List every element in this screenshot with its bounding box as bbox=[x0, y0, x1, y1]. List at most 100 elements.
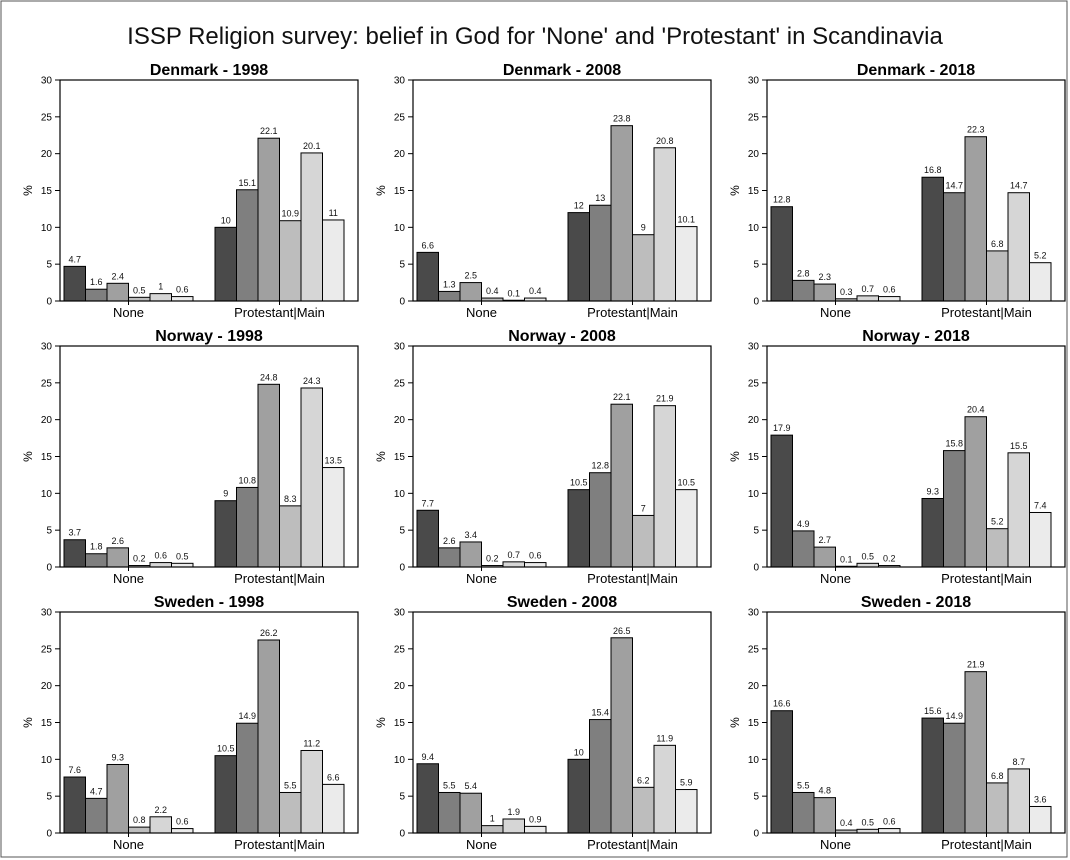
bar bbox=[214, 226, 237, 302]
bar bbox=[589, 204, 612, 302]
panel-title: Sweden - 2008 bbox=[507, 594, 617, 611]
bar bbox=[675, 789, 698, 834]
bar-value-label: 7 bbox=[641, 503, 646, 513]
bar bbox=[943, 450, 966, 568]
y-tick-label: 0 bbox=[399, 297, 405, 308]
bar-value-label: 6.8 bbox=[991, 771, 1004, 781]
bar bbox=[279, 505, 302, 568]
bar bbox=[770, 434, 793, 568]
y-tick-label: 5 bbox=[753, 526, 759, 537]
bar bbox=[236, 486, 259, 568]
bar bbox=[524, 562, 547, 568]
bar-value-label: 4.7 bbox=[68, 254, 81, 264]
bar bbox=[459, 541, 482, 568]
bar-value-label: 0.2 bbox=[133, 554, 146, 564]
panel-title: Denmark - 2018 bbox=[857, 62, 975, 79]
bar-value-label: 11.2 bbox=[303, 738, 320, 748]
bar bbox=[1029, 805, 1052, 834]
bar-value-label: 0.6 bbox=[529, 551, 542, 561]
y-tick-label: 15 bbox=[748, 452, 760, 463]
bar-value-label: 12.8 bbox=[773, 195, 791, 205]
bar bbox=[675, 489, 698, 568]
bar bbox=[149, 293, 172, 302]
y-tick-label: 15 bbox=[394, 186, 406, 197]
y-tick-label: 30 bbox=[748, 342, 760, 353]
bar-value-label: 10.5 bbox=[677, 478, 695, 488]
bar-value-label: 14.7 bbox=[945, 181, 963, 191]
bar-value-label: 0.5 bbox=[176, 551, 189, 561]
y-tick-label: 25 bbox=[748, 112, 760, 123]
bar-value-label: 10.8 bbox=[238, 475, 256, 485]
y-tick-label: 30 bbox=[394, 76, 406, 87]
x-category-label: None bbox=[466, 571, 497, 586]
bar-value-label: 16.8 bbox=[924, 165, 942, 175]
x-category-label: None bbox=[466, 305, 497, 320]
panel-2: Denmark - 2018 0 5 10 15 20 25 30% 12.8 2.8 2.3 0.3… bbox=[728, 62, 1066, 320]
bar bbox=[279, 220, 302, 302]
y-tick-label: 20 bbox=[41, 681, 53, 692]
y-tick-label: 5 bbox=[753, 792, 759, 803]
y-tick-label: 25 bbox=[41, 112, 53, 123]
bar-value-label: 6.8 bbox=[991, 239, 1004, 249]
panel-title: Sweden - 1998 bbox=[154, 594, 264, 611]
bar-value-label: 0.4 bbox=[840, 818, 853, 828]
bar-value-label: 0.2 bbox=[486, 554, 499, 564]
bar bbox=[813, 797, 836, 834]
y-tick-label: 20 bbox=[394, 681, 406, 692]
bar-value-label: 12 bbox=[574, 201, 584, 211]
y-tick-label: 30 bbox=[394, 342, 406, 353]
bar-value-label: 15.5 bbox=[1010, 441, 1028, 451]
bar bbox=[257, 383, 280, 568]
bar bbox=[921, 497, 944, 568]
bar-value-label: 13 bbox=[595, 193, 605, 203]
y-tick-label: 10 bbox=[41, 489, 53, 500]
bar bbox=[1029, 511, 1052, 568]
bar-value-label: 24.3 bbox=[303, 376, 321, 386]
bar-value-label: 7.4 bbox=[1034, 500, 1047, 510]
y-axis-label: % bbox=[374, 717, 388, 728]
bar-value-label: 0.2 bbox=[883, 554, 896, 564]
bar bbox=[257, 137, 280, 302]
bar-value-label: 12.8 bbox=[591, 461, 609, 471]
bar bbox=[85, 553, 108, 568]
bar-value-label: 0.5 bbox=[861, 817, 874, 827]
bar-value-label: 21.9 bbox=[967, 660, 985, 670]
plot-frame bbox=[59, 79, 359, 302]
bar bbox=[438, 791, 461, 834]
bar-value-label: 4.9 bbox=[797, 519, 810, 529]
bar-value-label: 20.4 bbox=[967, 405, 985, 415]
bar bbox=[632, 514, 655, 568]
y-tick-label: 30 bbox=[748, 76, 760, 87]
panel-8: Sweden - 2018 0 5 10 15 20 25 30% 16.6 5.5 4.8 0.4 0… bbox=[728, 594, 1066, 852]
x-category-label: None bbox=[820, 837, 851, 852]
bar bbox=[236, 189, 259, 302]
x-category-label: None bbox=[820, 571, 851, 586]
plot-frame bbox=[766, 345, 1066, 568]
bar-value-label: 6.6 bbox=[327, 772, 340, 782]
y-tick-label: 0 bbox=[399, 829, 405, 840]
bar bbox=[106, 282, 129, 302]
bar-value-label: 11 bbox=[329, 208, 338, 218]
bar bbox=[502, 818, 525, 834]
bar bbox=[921, 717, 944, 834]
plot-frame bbox=[59, 345, 359, 568]
plot-frame bbox=[412, 611, 712, 834]
bar bbox=[300, 749, 323, 834]
bar-value-label: 0.6 bbox=[883, 817, 896, 827]
y-tick-label: 5 bbox=[46, 526, 52, 537]
bar bbox=[85, 288, 108, 302]
y-tick-label: 10 bbox=[394, 223, 406, 234]
bar-value-label: 3.4 bbox=[464, 530, 477, 540]
y-tick-label: 0 bbox=[753, 563, 759, 574]
bar bbox=[63, 776, 86, 834]
y-tick-label: 30 bbox=[41, 342, 53, 353]
y-tick-label: 5 bbox=[46, 792, 52, 803]
bar-value-label: 0.8 bbox=[133, 815, 146, 825]
y-tick-label: 15 bbox=[41, 452, 53, 463]
bar-value-label: 1.8 bbox=[90, 542, 103, 552]
bar-value-label: 2.6 bbox=[443, 536, 456, 546]
bar bbox=[653, 147, 676, 302]
bar bbox=[481, 825, 504, 834]
